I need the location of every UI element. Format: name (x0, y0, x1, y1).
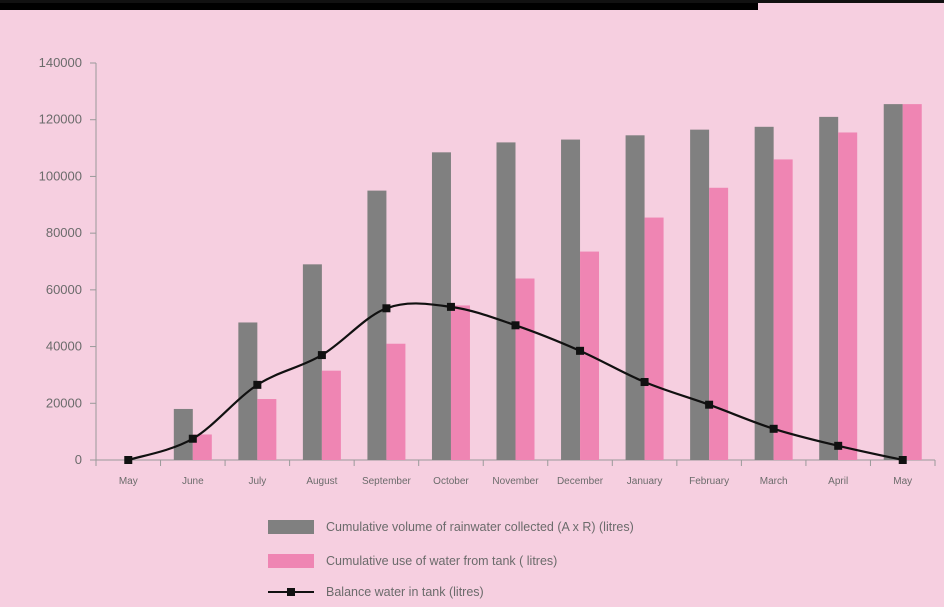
balance-point (576, 346, 585, 355)
legend-label: Cumulative use of water from tank ( litr… (326, 554, 557, 568)
x-tick-label: January (627, 476, 663, 487)
chart-line-series (124, 302, 907, 464)
bar-rainwater-collected (754, 126, 774, 460)
y-tick-label: 80000 (46, 225, 82, 240)
x-tick-label: August (306, 476, 337, 487)
legend-label: Cumulative volume of rainwater collected… (326, 520, 634, 534)
y-tick-label: 100000 (39, 168, 82, 183)
balance-point (253, 380, 262, 389)
balance-point (382, 304, 391, 313)
x-tick-label: February (689, 476, 729, 487)
legend-label: Balance water in tank (litres) (326, 585, 484, 599)
balance-point (640, 378, 649, 387)
bar-water-used (773, 159, 793, 460)
y-tick-label: 0 (75, 452, 82, 467)
x-tick-label: May (893, 476, 912, 487)
x-tick-label: December (557, 476, 604, 487)
y-tick-label: 120000 (39, 112, 82, 127)
bar-water-used (321, 370, 341, 460)
bar-rainwater-collected (883, 104, 903, 460)
x-tick-label: May (119, 476, 138, 487)
x-tick-label: April (828, 476, 848, 487)
bar-water-used (192, 434, 212, 460)
y-tick-label: 40000 (46, 339, 82, 354)
chart-bars (173, 104, 922, 461)
bar-water-used (644, 217, 664, 460)
y-tick-label: 140000 (39, 55, 82, 70)
legend-swatch-balance-marker (287, 588, 295, 596)
top-banner-edge (0, 0, 944, 3)
legend-swatch-water-used (268, 554, 314, 568)
bar-water-used (902, 104, 922, 460)
chart-axes: 0 20000 40000 60000 80000 100000 120000 140000 M… (39, 55, 936, 487)
balance-point (317, 351, 326, 360)
bar-rainwater-collected (625, 135, 645, 460)
balance-point (769, 424, 778, 433)
y-tick-label: 60000 (46, 282, 82, 297)
x-tick-label: October (433, 476, 469, 487)
balance-point (124, 456, 133, 464)
bar-rainwater-collected (173, 408, 193, 460)
balance-point (834, 441, 843, 450)
bar-water-used (709, 187, 729, 460)
x-tick-label: July (248, 476, 266, 487)
bar-rainwater-collected (561, 139, 581, 461)
top-banner (0, 0, 758, 10)
balance-point (446, 302, 455, 311)
x-tick-label: September (362, 476, 412, 487)
bar-rainwater-collected (302, 264, 322, 460)
balance-point (705, 400, 714, 409)
bar-water-used (450, 305, 470, 460)
balance-point (511, 321, 520, 330)
bar-water-used (838, 132, 858, 460)
x-tick-label: June (182, 476, 204, 487)
bar-rainwater-collected (690, 129, 710, 460)
x-tick-label: November (492, 476, 539, 487)
balance-point (898, 456, 907, 464)
bar-rainwater-collected (819, 116, 839, 460)
balance-point (188, 434, 197, 443)
bar-water-used (257, 399, 277, 460)
bar-water-used (386, 343, 406, 460)
x-tick-label: March (760, 476, 788, 487)
bar-rainwater-collected (367, 190, 387, 460)
chart-legend: Cumulative volume of rainwater collected… (268, 520, 634, 599)
legend-swatch-rainwater (268, 520, 314, 534)
bar-water-used (515, 278, 535, 460)
bar-rainwater-collected (496, 142, 516, 460)
y-tick-label: 20000 (46, 395, 82, 410)
